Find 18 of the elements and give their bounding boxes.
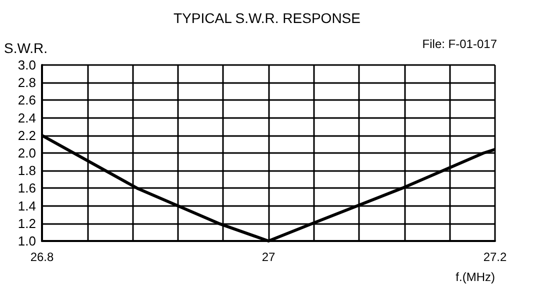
x-tick-label: 27 [262,250,276,264]
y-tick-label: 2.4 [18,110,36,126]
y-tick-label: 1.2 [18,216,36,231]
x-axis-title: f.(MHz) [456,270,495,284]
chart-title: TYPICAL S.W.R. RESPONSE [174,10,360,26]
y-tick-label: 1.6 [18,180,36,196]
y-tick-label: 2.2 [18,128,36,143]
y-tick-label: 1.0 [18,234,36,248]
x-tick-label: 26.8 [30,250,54,264]
y-tick-label: 3.0 [18,58,36,72]
y-tick-label: 1.4 [18,198,36,214]
text: File: F-01-017 [422,37,498,51]
y-tick-label: 2.6 [18,92,36,108]
y-axis-title: S.W.R. [4,40,48,56]
x-tick-label: 27.2 [483,250,507,264]
y-tick-label: 1.8 [18,163,36,178]
y-tick-label: 2.0 [18,146,36,160]
y-tick-label: 2.8 [18,75,36,90]
